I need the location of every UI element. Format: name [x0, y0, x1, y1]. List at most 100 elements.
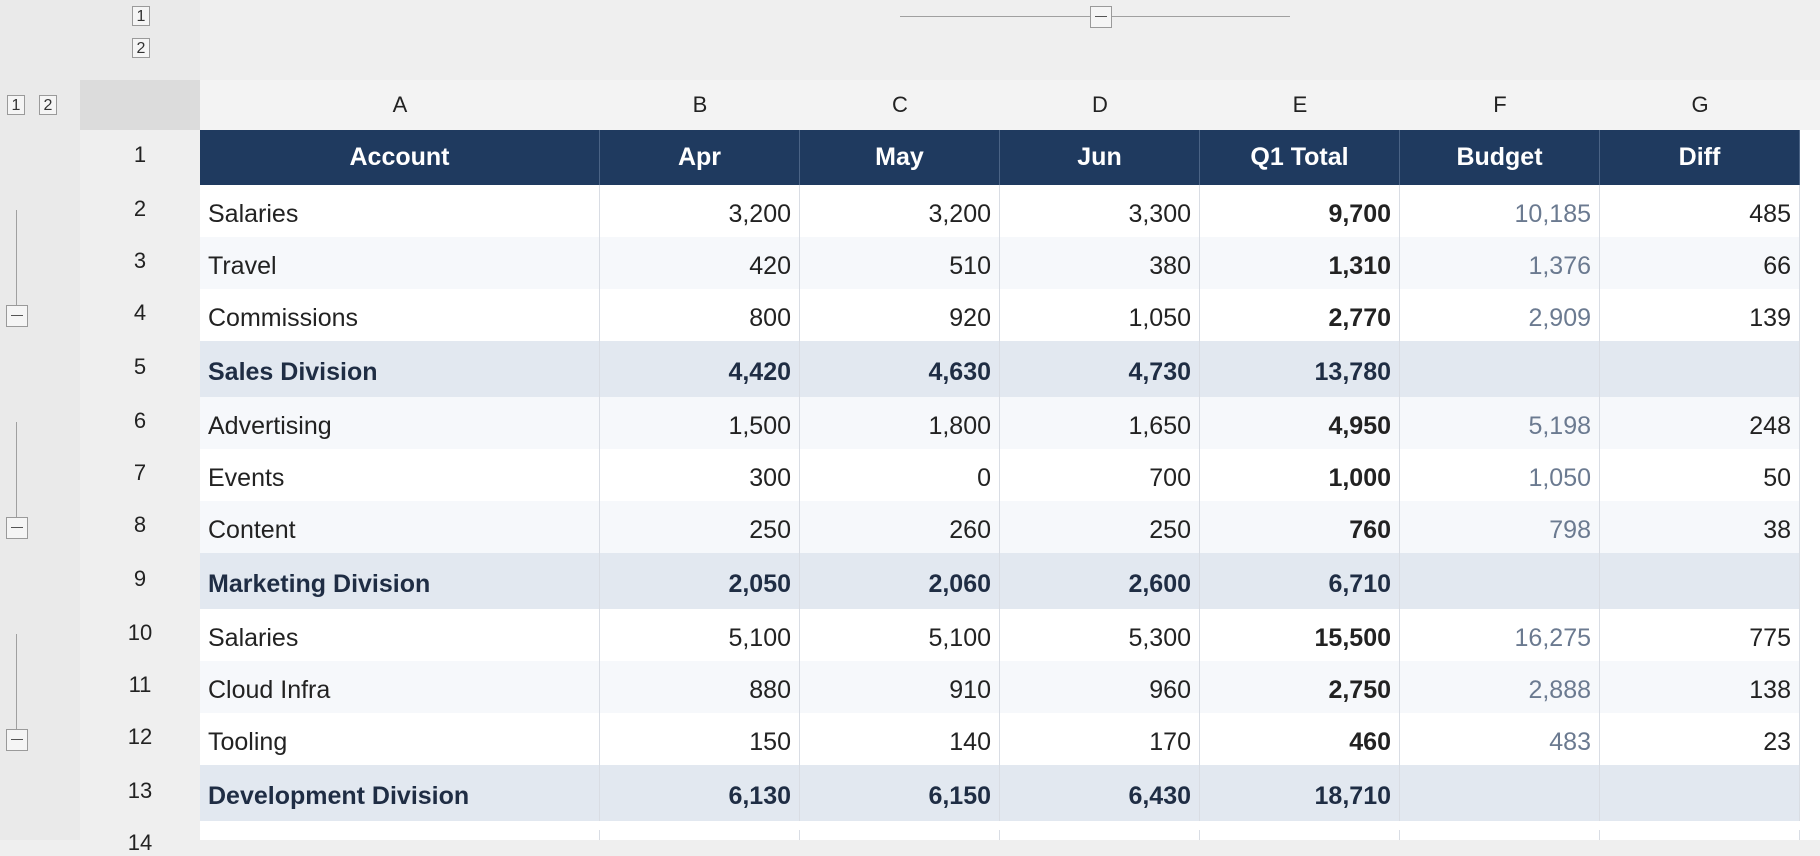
cell-apr[interactable]: 2,050 [600, 553, 800, 609]
cell-jun[interactable]: 380 [1000, 237, 1200, 289]
cell-account[interactable]: Commissions [200, 289, 600, 341]
cell-may[interactable]: 2,060 [800, 553, 1000, 609]
header-cell-budget[interactable]: Budget [1400, 130, 1600, 185]
cell-total[interactable]: 1,310 [1200, 237, 1400, 289]
cell-budget[interactable] [1400, 553, 1600, 609]
cell-total[interactable]: 18,710 [1200, 765, 1400, 821]
row-header[interactable]: 13 [127, 778, 153, 803]
column-header-b[interactable]: B [692, 92, 708, 117]
cell-jun[interactable]: 170 [1000, 713, 1200, 765]
header-cell-apr[interactable]: Apr [600, 130, 800, 185]
cell-budget[interactable]: 1,050 [1400, 449, 1600, 501]
cell-may[interactable]: 6,150 [800, 765, 1000, 821]
cell-may[interactable]: 0 [800, 449, 1000, 501]
cell-diff[interactable] [1600, 341, 1800, 397]
cell-jun[interactable]: 5,300 [1000, 609, 1200, 661]
cell-apr[interactable]: 5,100 [600, 609, 800, 661]
cell-account[interactable]: Sales Division [200, 341, 600, 397]
column-header-f[interactable]: F [1493, 92, 1507, 117]
header-cell-q1-total[interactable]: Q1 Total [1200, 130, 1400, 185]
cell-jun[interactable]: 3,300 [1000, 185, 1200, 237]
cell-total[interactable]: 460 [1200, 713, 1400, 765]
cell-total[interactable]: 1,000 [1200, 449, 1400, 501]
header-cell-may[interactable]: May [800, 130, 1000, 185]
row-header[interactable]: 7 [133, 460, 147, 485]
table-cell[interactable] [600, 830, 800, 840]
cell-budget[interactable]: 5,198 [1400, 397, 1600, 449]
cell-may[interactable]: 260 [800, 501, 1000, 553]
column-group-collapse-button[interactable] [1090, 6, 1112, 28]
cell-total[interactable]: 15,500 [1200, 609, 1400, 661]
cell-total[interactable]: 2,770 [1200, 289, 1400, 341]
cell-apr[interactable]: 3,200 [600, 185, 800, 237]
cell-may[interactable]: 510 [800, 237, 1000, 289]
row-header[interactable]: 9 [133, 566, 147, 591]
table-cell[interactable] [1600, 830, 1800, 840]
row-header[interactable]: 3 [133, 248, 147, 273]
row-header[interactable]: 11 [128, 672, 152, 697]
header-cell-jun[interactable]: Jun [1000, 130, 1200, 185]
cell-apr[interactable]: 150 [600, 713, 800, 765]
cell-jun[interactable]: 250 [1000, 501, 1200, 553]
header-cell-diff[interactable]: Diff [1600, 130, 1800, 185]
cell-apr[interactable]: 420 [600, 237, 800, 289]
cell-total[interactable]: 6,710 [1200, 553, 1400, 609]
row-header[interactable]: 1 [133, 142, 147, 167]
cell-diff[interactable]: 66 [1600, 237, 1800, 289]
cell-may[interactable]: 5,100 [800, 609, 1000, 661]
table-cell[interactable] [1200, 830, 1400, 840]
cell-total[interactable]: 4,950 [1200, 397, 1400, 449]
cell-budget[interactable]: 798 [1400, 501, 1600, 553]
cell-budget[interactable]: 2,888 [1400, 661, 1600, 713]
cell-diff[interactable] [1600, 553, 1800, 609]
cell-budget[interactable] [1400, 341, 1600, 397]
cell-account[interactable]: Cloud Infra [200, 661, 600, 713]
cell-account[interactable]: Content [200, 501, 600, 553]
cell-apr[interactable]: 1,500 [600, 397, 800, 449]
cell-apr[interactable]: 880 [600, 661, 800, 713]
column-header-e[interactable]: E [1292, 92, 1308, 117]
cell-budget[interactable]: 16,275 [1400, 609, 1600, 661]
column-outline-level-1-button[interactable]: 1 [132, 6, 150, 26]
cell-apr[interactable]: 250 [600, 501, 800, 553]
cell-account[interactable]: Development Division [200, 765, 600, 821]
row-group-collapse-button-development[interactable] [6, 729, 28, 751]
cell-jun[interactable]: 6,430 [1000, 765, 1200, 821]
cell-account[interactable]: Advertising [200, 397, 600, 449]
row-header[interactable]: 5 [133, 354, 147, 379]
cell-may[interactable]: 140 [800, 713, 1000, 765]
cell-budget[interactable]: 483 [1400, 713, 1600, 765]
cell-budget[interactable] [1400, 765, 1600, 821]
cell-apr[interactable]: 800 [600, 289, 800, 341]
cell-account[interactable]: Travel [200, 237, 600, 289]
row-header[interactable]: 4 [133, 300, 147, 325]
cell-total[interactable]: 9,700 [1200, 185, 1400, 237]
cell-apr[interactable]: 4,420 [600, 341, 800, 397]
cell-jun[interactable]: 700 [1000, 449, 1200, 501]
row-outline-level-1-button[interactable]: 1 [7, 95, 25, 115]
row-header[interactable]: 6 [133, 408, 147, 433]
column-header-g[interactable]: G [1691, 92, 1709, 117]
row-header[interactable]: 12 [127, 724, 153, 749]
cell-budget[interactable]: 10,185 [1400, 185, 1600, 237]
cell-diff[interactable] [1600, 765, 1800, 821]
cell-may[interactable]: 920 [800, 289, 1000, 341]
cell-budget[interactable]: 2,909 [1400, 289, 1600, 341]
cell-may[interactable]: 3,200 [800, 185, 1000, 237]
cell-diff[interactable]: 38 [1600, 501, 1800, 553]
cell-diff[interactable]: 138 [1600, 661, 1800, 713]
column-header-d[interactable]: D [1092, 92, 1108, 117]
cell-diff[interactable]: 485 [1600, 185, 1800, 237]
column-outline-level-2-button[interactable]: 2 [132, 38, 150, 58]
cell-total[interactable]: 13,780 [1200, 341, 1400, 397]
row-group-collapse-button-marketing[interactable] [6, 517, 28, 539]
cell-apr[interactable]: 300 [600, 449, 800, 501]
table-cell[interactable] [200, 830, 600, 840]
cell-may[interactable]: 1,800 [800, 397, 1000, 449]
row-outline-level-2-button[interactable]: 2 [39, 95, 57, 115]
cell-diff[interactable]: 23 [1600, 713, 1800, 765]
cell-jun[interactable]: 960 [1000, 661, 1200, 713]
cell-apr[interactable]: 6,130 [600, 765, 800, 821]
cell-budget[interactable]: 1,376 [1400, 237, 1600, 289]
cell-jun[interactable]: 1,650 [1000, 397, 1200, 449]
